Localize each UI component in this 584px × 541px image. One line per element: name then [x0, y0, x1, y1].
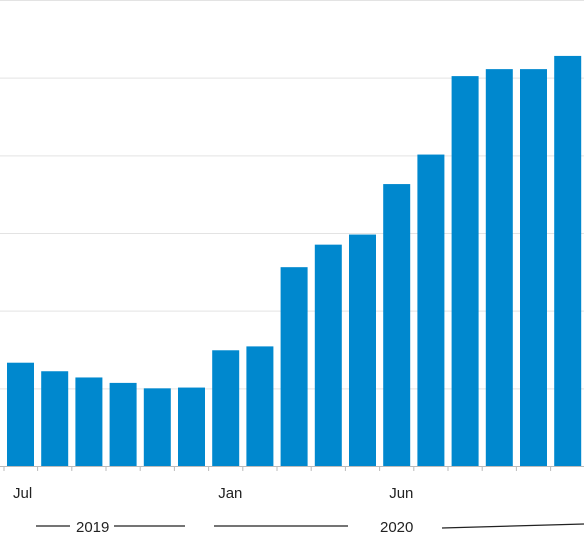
bar	[485, 69, 513, 466]
year-axis: 2019 2020	[36, 519, 584, 536]
bar	[417, 154, 445, 466]
year-line	[441, 523, 584, 529]
bar	[7, 362, 34, 466]
bar	[451, 76, 479, 466]
bar	[75, 377, 103, 466]
x-tick-label: Jun	[389, 485, 413, 502]
x-tick-label: Jan	[218, 485, 242, 502]
bar	[314, 244, 342, 466]
bar	[349, 234, 376, 466]
bar	[143, 388, 171, 466]
bar	[383, 184, 411, 466]
bars	[7, 55, 582, 467]
bar	[246, 346, 274, 466]
bar	[109, 382, 137, 466]
bar	[212, 350, 240, 466]
bar	[178, 387, 205, 466]
bar	[41, 371, 69, 466]
x-axis: Jul Jan Jun	[0, 466, 584, 502]
year-label: 2019	[76, 519, 109, 536]
bar	[520, 69, 547, 466]
bar	[280, 267, 308, 466]
bar	[554, 55, 582, 467]
x-tick-label: Jul	[13, 485, 32, 502]
year-label: 2020	[380, 519, 413, 536]
